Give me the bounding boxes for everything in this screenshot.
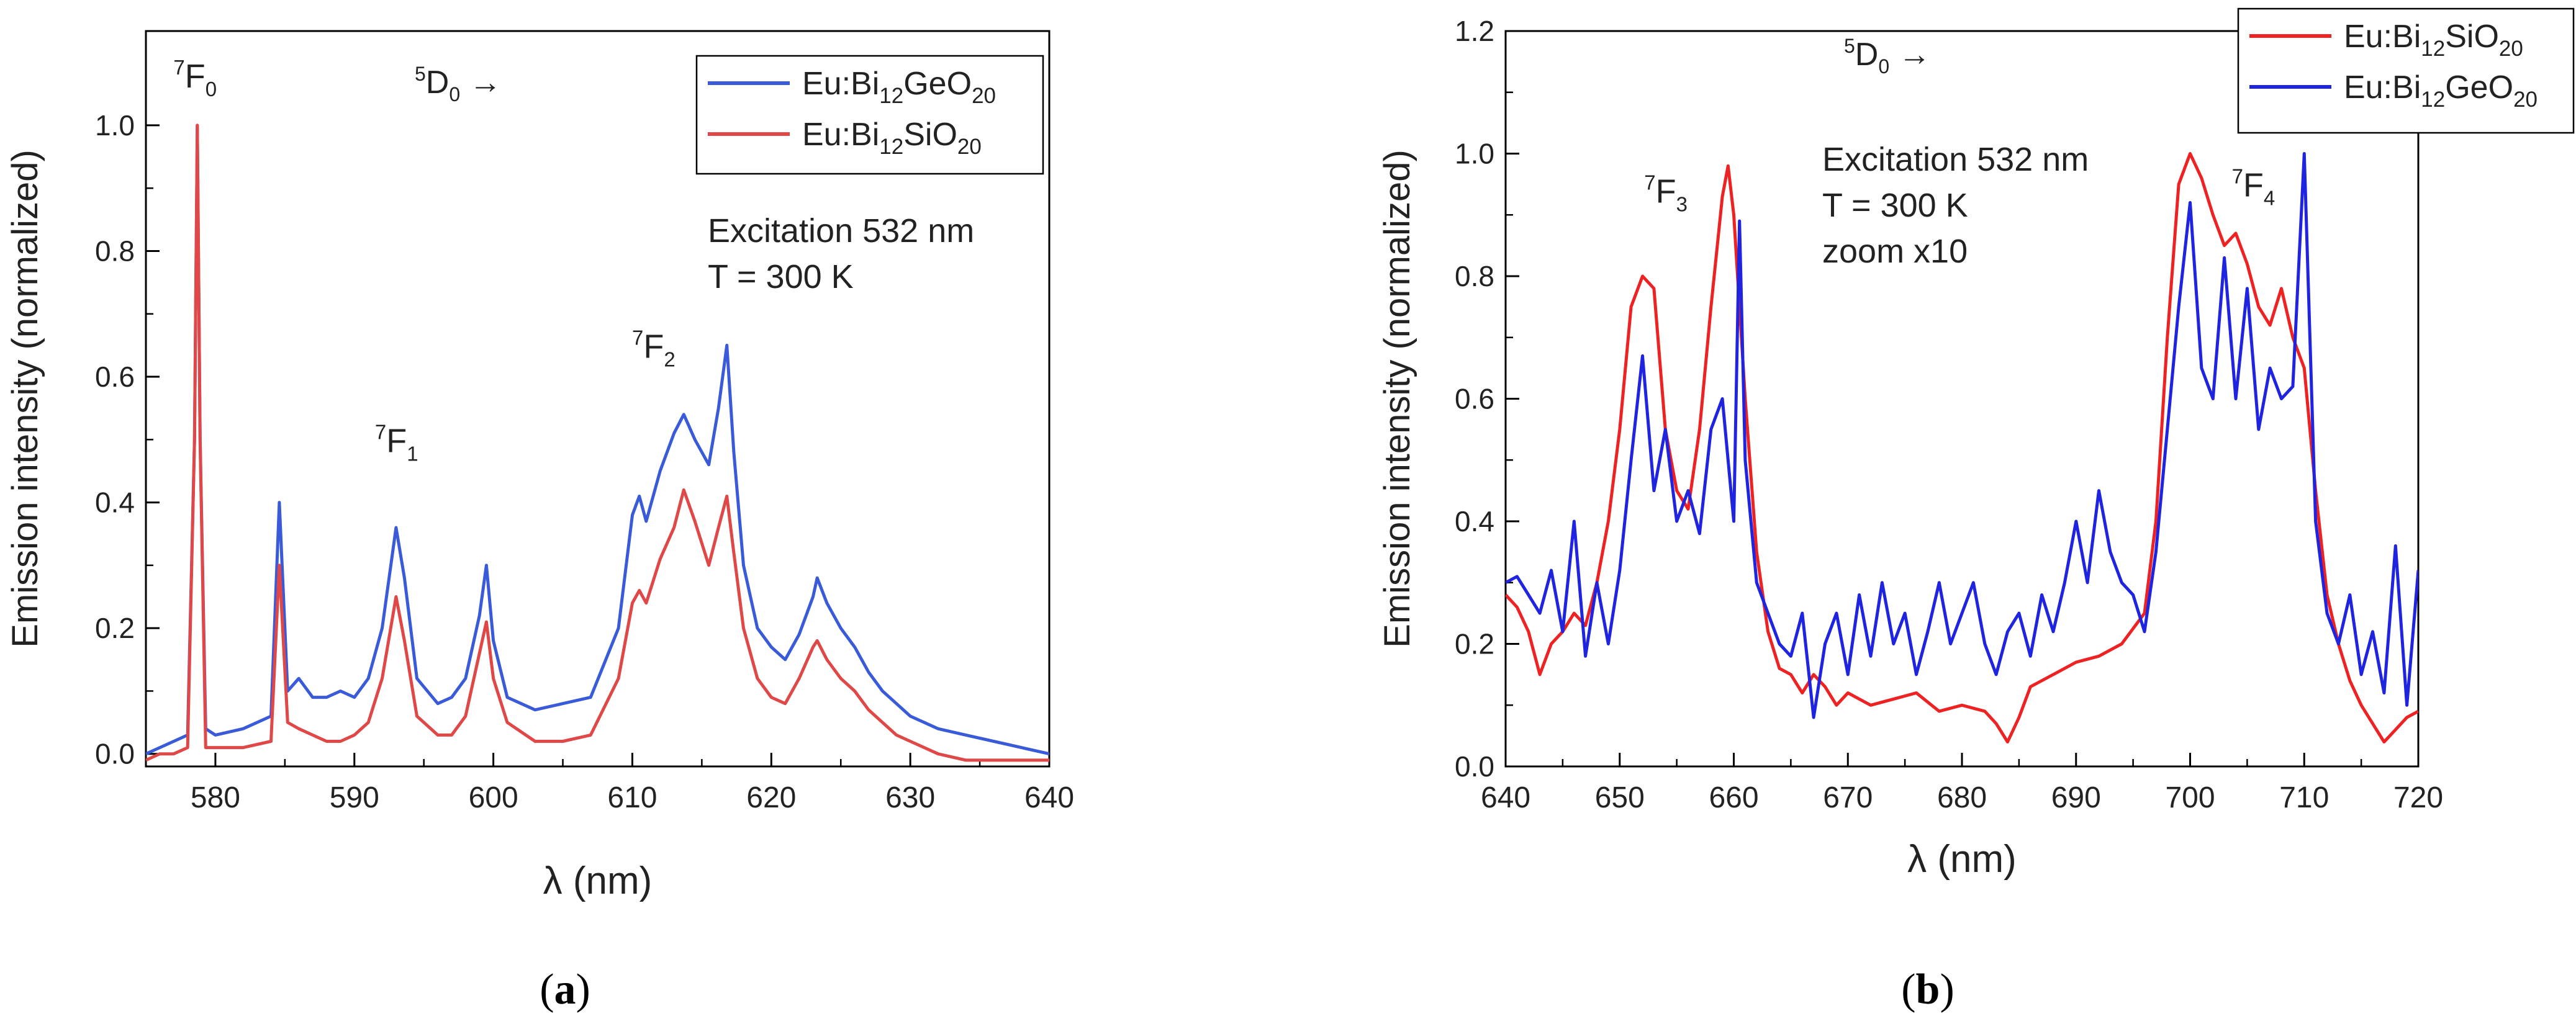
x-tick-label: 620 <box>746 781 796 814</box>
x-tick-label: 610 <box>607 781 657 814</box>
y-axis-label: Emission intensity (normalized) <box>1377 150 1417 648</box>
y-tick-label: 0.8 <box>1455 260 1494 292</box>
x-tick-label: 600 <box>469 781 518 814</box>
series-line-2 <box>146 124 1049 762</box>
x-tick-label: 660 <box>1709 781 1758 814</box>
transition-label: 5D0 → <box>1844 35 1931 78</box>
x-tick-label: 670 <box>1823 781 1873 814</box>
y-tick-label: 0.2 <box>1455 628 1494 660</box>
legend-box <box>695 55 1044 175</box>
x-tick-label: 580 <box>191 781 240 814</box>
y-tick-label: 0.6 <box>95 361 135 393</box>
x-tick-label: 630 <box>885 781 935 814</box>
peak-label-2: 7F1 <box>375 421 418 465</box>
x-tick-label: 710 <box>2279 781 2329 814</box>
annotation-line-1: Excitation 532 nm <box>708 212 974 249</box>
y-tick-label: 0.0 <box>95 738 135 770</box>
transition-label: 5D0 → <box>415 63 502 106</box>
x-tick-label: 720 <box>2393 781 2443 814</box>
y-tick-label: 0.8 <box>95 235 135 267</box>
annotation-line-1: Excitation 532 nm <box>1822 141 2089 178</box>
annotation-line-2: T = 300 K <box>1822 187 1968 224</box>
peak-label-2: 7F4 <box>2232 165 2275 210</box>
x-tick-label: 650 <box>1595 781 1645 814</box>
y-tick-label: 0.6 <box>1455 383 1494 415</box>
x-tick-label: 640 <box>1024 781 1074 814</box>
y-axis-label: Emission intensity (normalized) <box>5 150 45 648</box>
x-tick-label: 690 <box>2051 781 2101 814</box>
peak-label-1: 7F3 <box>1644 171 1688 216</box>
legend-box <box>2237 7 2575 134</box>
peak-label-3: 7F2 <box>632 326 676 371</box>
series-line-1 <box>1506 152 2418 743</box>
y-tick-label: 1.0 <box>1455 138 1494 170</box>
annotation-line-2: T = 300 K <box>708 258 854 295</box>
panel-label: (a) <box>540 966 590 1013</box>
y-tick-label: 0.4 <box>1455 505 1494 537</box>
x-tick-label: 590 <box>330 781 379 814</box>
x-tick-label: 640 <box>1481 781 1530 814</box>
legend-entry-1: Eu:Bi12GeO20 <box>802 66 996 108</box>
legend-entry-1: Eu:Bi12SiO20 <box>2344 19 2523 61</box>
panel-label: (b) <box>1901 966 1955 1013</box>
y-tick-label: 0.2 <box>95 612 135 644</box>
plot-frame <box>145 30 1051 768</box>
chart-panel-b: 640 650 660 670 680 690 700 710 720 0.0 0.2 0.4 0.6 0… <box>1377 7 2575 1013</box>
y-tick-label: 0.4 <box>95 487 135 519</box>
x-tick-label: 680 <box>1937 781 1987 814</box>
chart-panel-a: 580 590 600 610 620 630 640 0.0 0.2 0.4 0.6 0.8 1.0 λ… <box>5 30 1074 1013</box>
y-tick-label: 1.2 <box>1455 15 1494 47</box>
legend-entry-2: Eu:Bi12GeO20 <box>2344 70 2538 112</box>
peak-label-1: 7F0 <box>173 56 217 101</box>
series-line-2 <box>1506 152 2418 719</box>
y-tick-label: 1.0 <box>95 109 135 141</box>
x-axis-label: λ (nm) <box>543 860 653 902</box>
x-axis-label: λ (nm) <box>1907 838 2017 881</box>
series-line-1 <box>146 124 1049 756</box>
legend-entry-2: Eu:Bi12SiO20 <box>802 117 982 159</box>
annotation-line-3: zoom x10 <box>1822 233 1968 270</box>
x-tick-label: 700 <box>2165 781 2215 814</box>
y-tick-label: 0.0 <box>1455 750 1494 783</box>
